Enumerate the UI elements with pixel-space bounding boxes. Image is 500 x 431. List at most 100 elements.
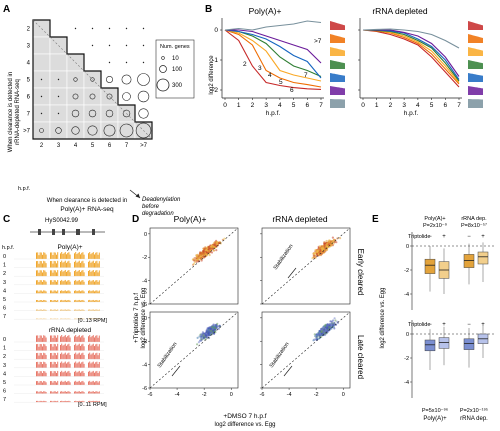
- coverage-bar: [38, 401, 40, 403]
- coverage-bar: [78, 252, 80, 259]
- x-tick-label: >7: [140, 143, 148, 149]
- coverage-bar: [68, 318, 70, 320]
- coverage-bar: [61, 400, 63, 403]
- coverage-bar: [88, 290, 89, 294]
- coverage-bar: [95, 371, 97, 377]
- coverage-bar: [75, 335, 77, 342]
- grid-cell: [66, 87, 85, 106]
- coverage-bar: [61, 269, 63, 277]
- timepoint-label: 0: [3, 254, 6, 260]
- scatter-point: [314, 252, 317, 256]
- coverage-bar: [50, 344, 51, 351]
- coverage-bar: [78, 269, 80, 277]
- count-dot: [125, 61, 128, 64]
- coverage-bar: [52, 282, 54, 285]
- coverage-bar: [98, 261, 100, 268]
- coverage-bar: [88, 344, 89, 351]
- coverage-bar: [51, 280, 53, 285]
- coverage-bar: [91, 344, 93, 351]
- stabilization-arrow: [283, 365, 293, 377]
- coverage-bar: [81, 400, 83, 403]
- count-circle: [137, 73, 150, 86]
- coverage-bar: [50, 290, 51, 294]
- coverage-bar: [75, 391, 77, 394]
- coverage-bar: [81, 300, 83, 302]
- coverage-bar: [54, 270, 56, 277]
- coverage-bar: [42, 364, 43, 368]
- count-circle: [106, 93, 113, 100]
- coverage-bar: [97, 355, 99, 360]
- coverage-bar: [40, 381, 42, 385]
- coverage-bar: [50, 252, 51, 259]
- coverage-bar: [78, 335, 80, 342]
- coverage-bar: [38, 382, 40, 385]
- coverage-bar: [75, 343, 77, 351]
- coverage-bar: [53, 252, 55, 259]
- coverage-bar: [63, 280, 65, 285]
- coverage-bar: [60, 391, 61, 394]
- coverage-bar: [37, 343, 39, 351]
- coverage-bar: [88, 261, 89, 268]
- timepoint-label: 4: [3, 288, 6, 294]
- coverage-bar: [36, 335, 37, 342]
- identity-line: [149, 227, 239, 305]
- coverage-bar: [80, 363, 81, 368]
- coverage-bar: [57, 352, 59, 360]
- coverage-bar: [43, 252, 45, 259]
- coverage-bar: [95, 335, 97, 342]
- count-dot: [142, 44, 145, 47]
- y-tick-label: 0: [144, 316, 147, 322]
- coverage-bar: [51, 361, 53, 368]
- coverage-bar: [51, 309, 53, 311]
- line-label: 6: [290, 87, 294, 94]
- coverage-bar: [88, 270, 89, 277]
- panel-d-scatter-plots: -6-4-20Stabilization-6-6-4-4-2-200Stabil…: [142, 227, 351, 398]
- coverage-bar: [66, 300, 67, 302]
- legend-value-300: 300: [172, 83, 183, 89]
- coverage-bar: [38, 373, 40, 377]
- panel-e-col2-line1: rRNA dep.: [461, 216, 487, 222]
- coverage-bar: [36, 300, 37, 302]
- coverage-bar: [80, 300, 81, 302]
- coverage-bar: [83, 363, 85, 368]
- coverage-bar: [36, 361, 37, 368]
- count-dot: [40, 112, 43, 115]
- panel-a-grid: [32, 19, 153, 140]
- coverage-bar: [88, 362, 89, 368]
- coverage-bar: [95, 300, 97, 302]
- count-circle: [90, 77, 95, 82]
- coverage-bar: [69, 346, 71, 351]
- coverage-bar: [94, 337, 95, 342]
- coverage-bar: [78, 391, 80, 394]
- coverage-bar: [38, 310, 40, 311]
- coverage-bar: [68, 361, 70, 368]
- coverage-bar: [88, 381, 89, 385]
- coverage-bar: [81, 371, 83, 377]
- coverage-bar: [78, 400, 80, 403]
- coverage-bar: [96, 391, 98, 394]
- coverage-bar: [95, 400, 97, 403]
- coverage-bar: [64, 380, 66, 385]
- panel-a-ylabel-line2: rRNA-depleted RNA-seq: [15, 79, 21, 145]
- scatter-point: [312, 339, 315, 342]
- coverage-bar: [69, 354, 71, 360]
- coverage-bar: [66, 345, 67, 351]
- x-tick-label: 0: [223, 102, 227, 109]
- x-tick-label: -2: [202, 392, 207, 398]
- grid-cell: [100, 121, 119, 140]
- coverage-bar: [67, 371, 69, 377]
- scatter-point: [216, 241, 219, 244]
- panel-a-letter: A: [3, 4, 10, 15]
- panel-e-col1-line2: P=2x10⁻⁹: [423, 222, 447, 229]
- coverage-bar: [45, 263, 47, 268]
- series-line: [224, 29, 322, 90]
- grid-cell: [83, 87, 102, 106]
- triptolide-label: Triptolide: [408, 234, 430, 240]
- coverage-bar: [56, 254, 57, 259]
- coverage-bar: [37, 371, 39, 377]
- coverage-bar: [81, 270, 83, 277]
- coverage-bar: [92, 270, 94, 277]
- scatter-point: [333, 317, 336, 320]
- count-circle: [119, 123, 134, 138]
- coverage-bar: [78, 380, 80, 385]
